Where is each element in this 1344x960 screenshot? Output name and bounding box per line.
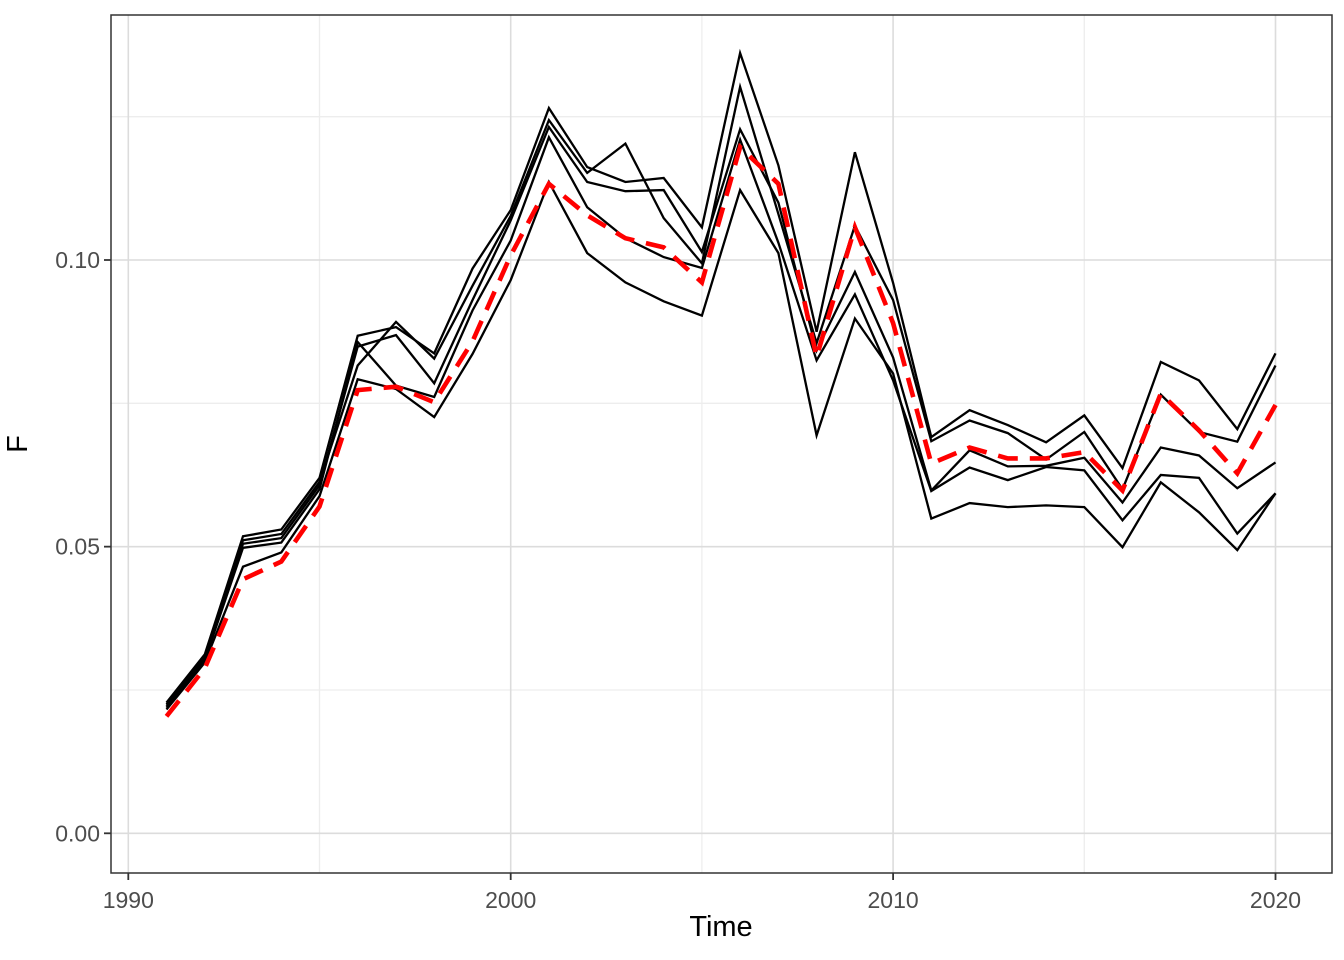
x-tick-label: 1990 [103,887,154,913]
x-tick-label: 2000 [485,887,536,913]
x-axis-title: Time [689,911,752,943]
x-axis-tick-labels: 1990 2000 2010 2020 [103,887,1301,913]
series-trajectory-1 [165,48,1277,704]
panel-border [110,14,1333,874]
y-axis-title: F [2,435,34,453]
y-axis-tick-labels: 0.00 0.05 0.10 [55,247,100,846]
panel-background [111,15,1332,873]
gridlines-minor [111,15,1332,873]
y-tick-label: 0.10 [55,247,100,273]
data-series [164,48,1278,718]
series-reference-dashed [164,142,1278,718]
x-tick-label: 2020 [1250,887,1301,913]
y-tick-label: 0.05 [55,534,100,560]
series-trajectory-5 [165,179,1277,711]
axis-tick-marks [104,259,1277,880]
series-trajectory-2 [165,82,1277,706]
series-trajectory-4 [165,134,1277,709]
y-tick-label: 0.00 [55,820,100,846]
x-tick-label: 2010 [868,887,919,913]
gridlines-major [111,15,1332,873]
